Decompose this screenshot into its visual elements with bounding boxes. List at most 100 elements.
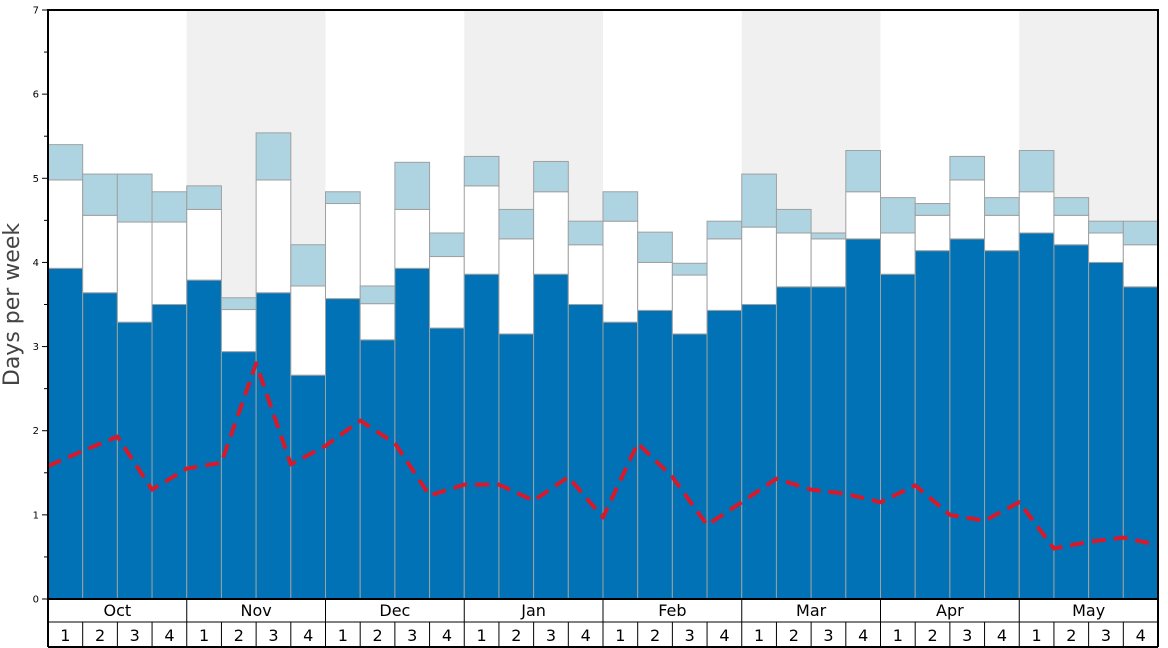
bar-middle-6	[220, 309, 257, 353]
bar-base-21	[741, 304, 777, 600]
bar-top-18	[637, 231, 673, 263]
y-axis: 0 1 2 3 4 5 6 7	[33, 6, 48, 606]
bar-middle-5	[186, 208, 222, 281]
bar-base-31	[1088, 261, 1124, 600]
bar-top-13	[463, 155, 500, 187]
month-label-mar: Mar	[796, 601, 827, 620]
bar-base-23	[810, 286, 847, 600]
bar-base-3	[116, 321, 153, 600]
month-label-feb: Feb	[658, 601, 686, 620]
bar-middle-21	[741, 226, 777, 306]
month-label-apr: Apr	[936, 601, 964, 620]
bar-top-31	[1088, 220, 1124, 234]
bar-base-17	[602, 321, 639, 600]
bar-top-29	[1018, 150, 1055, 193]
y-tick-label: 4	[33, 258, 39, 269]
bar-top-24	[845, 150, 881, 193]
week-label: 2	[511, 626, 521, 645]
bar-middle-10	[359, 303, 396, 341]
bar-top-26	[914, 203, 951, 216]
month-label-dec: Dec	[379, 601, 410, 620]
bar-base-12	[429, 327, 465, 600]
bar-middle-26	[914, 214, 951, 252]
bar-top-23	[810, 232, 847, 240]
week-label: 1	[615, 626, 625, 645]
bar-middle-24	[845, 191, 881, 240]
month-label-nov: Nov	[241, 601, 272, 620]
week-label: 1	[893, 626, 903, 645]
week-label: 1	[1032, 626, 1042, 645]
bar-middle-12	[429, 256, 465, 329]
bar-top-32	[1122, 220, 1159, 246]
bar-top-2	[82, 173, 118, 216]
bar-base-16	[567, 304, 604, 600]
bar-middle-25	[880, 232, 916, 275]
bar-top-5	[186, 185, 222, 210]
trend-layer	[47, 361, 1159, 551]
week-label: 3	[546, 626, 556, 645]
y-tick-label: 0	[33, 595, 39, 606]
bar-base-18	[637, 309, 673, 600]
bar-top-3	[116, 173, 153, 223]
bar-base-22	[775, 286, 812, 600]
bar-top-12	[429, 232, 465, 258]
week-label: 3	[962, 626, 972, 645]
y-tick-label: 7	[33, 6, 39, 17]
bar-top-21	[741, 173, 777, 228]
bar-middle-14	[498, 238, 535, 335]
bar-middle-31	[1088, 232, 1124, 263]
bar-middle-9	[325, 203, 361, 300]
week-label: 2	[650, 626, 660, 645]
week-label: 1	[338, 626, 348, 645]
bar-middle-19	[671, 274, 708, 335]
bar-base-15	[533, 273, 569, 600]
bar-base-9	[325, 298, 361, 600]
bar-middle-8	[290, 285, 326, 376]
bar-middle-27	[949, 179, 986, 240]
y-tick-label: 1	[33, 510, 39, 521]
bar-base-11	[394, 267, 431, 600]
bar-middle-28	[984, 214, 1020, 252]
bars-layer	[47, 132, 1159, 600]
bar-middle-7	[255, 179, 292, 294]
bar-base-26	[914, 250, 951, 600]
bar-top-8	[290, 244, 326, 287]
bar-base-14	[498, 333, 535, 600]
week-label: 1	[754, 626, 764, 645]
bar-middle-3	[116, 221, 153, 323]
bar-base-20	[706, 309, 743, 600]
week-label: 4	[997, 626, 1007, 645]
week-label: 4	[303, 626, 313, 645]
bar-top-10	[359, 285, 396, 305]
bar-middle-1	[47, 179, 84, 269]
bar-base-8	[290, 374, 326, 600]
week-label: 4	[442, 626, 452, 645]
month-label-oct: Oct	[104, 601, 132, 620]
bar-base-5	[186, 279, 222, 600]
week-label: 2	[789, 626, 799, 645]
week-label: 2	[372, 626, 382, 645]
bar-top-17	[602, 191, 639, 222]
bar-base-10	[359, 339, 396, 600]
week-label: 4	[581, 626, 591, 645]
week-label: 2	[927, 626, 937, 645]
week-label: 4	[164, 626, 174, 645]
month-label-may: May	[1072, 601, 1105, 620]
bar-middle-30	[1053, 214, 1090, 246]
bar-base-19	[671, 333, 708, 600]
month-label-jan: Jan	[520, 601, 546, 620]
y-axis-label: Days per week	[0, 223, 25, 386]
bar-base-27	[949, 238, 986, 600]
week-label: 1	[477, 626, 487, 645]
week-label: 3	[1101, 626, 1111, 645]
bar-middle-23	[810, 238, 847, 288]
bar-top-27	[949, 155, 986, 181]
bar-top-7	[255, 132, 292, 181]
week-label: 3	[685, 626, 695, 645]
week-label: 2	[1066, 626, 1076, 645]
week-label: 3	[823, 626, 833, 645]
bar-top-4	[151, 191, 188, 223]
bar-top-14	[498, 208, 535, 240]
week-label: 3	[130, 626, 140, 645]
